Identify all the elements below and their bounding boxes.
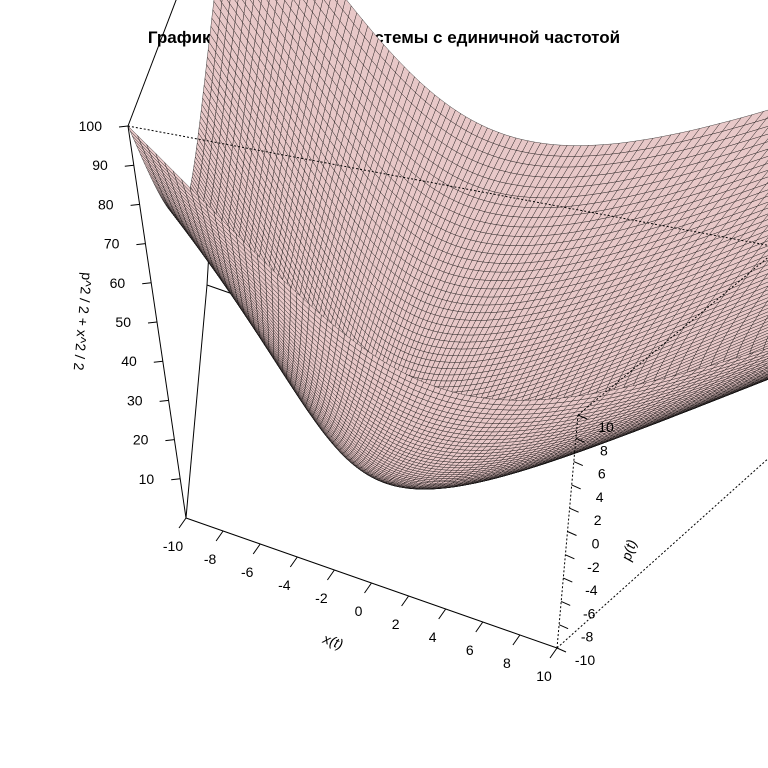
energy-surface (127, 0, 768, 490)
box-edge (127, 0, 177, 127)
box-edge (185, 284, 208, 519)
